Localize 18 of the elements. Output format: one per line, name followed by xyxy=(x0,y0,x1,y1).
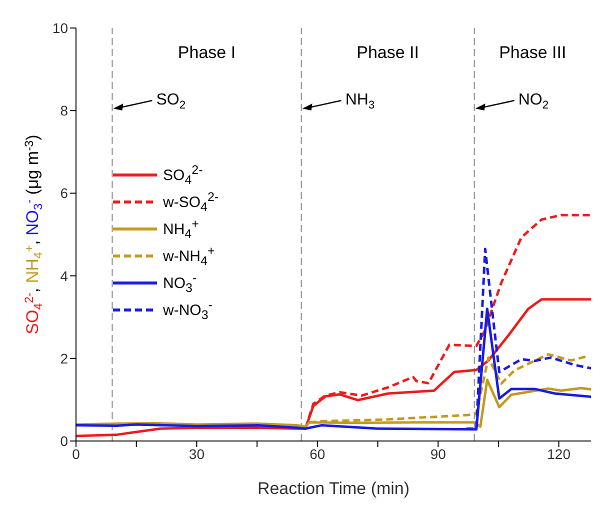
y-tick-label: 8 xyxy=(60,102,68,119)
y-tick-label: 0 xyxy=(60,432,68,449)
annotation: Phase III xyxy=(499,43,566,62)
y-tick-label: 4 xyxy=(60,268,68,284)
x-tick-label: 0 xyxy=(72,446,80,462)
y-tick-label: 6 xyxy=(60,185,68,202)
x-tick-label: 120 xyxy=(547,446,571,462)
x-tick-label: 60 xyxy=(310,446,326,462)
annotation: Phase II xyxy=(356,43,420,62)
ref-line-label: NO$_{2}$ xyxy=(518,92,549,112)
annotation: Phase I xyxy=(178,43,236,62)
ref-line-label: SO$_{2}$ xyxy=(156,92,186,112)
y-tick-label: 10 xyxy=(52,20,68,36)
x-tick-label: 30 xyxy=(188,446,205,462)
x-axis-title: Reaction Time (min) xyxy=(257,479,410,498)
y-tick-label: 2 xyxy=(60,350,68,366)
x-tick-label: 90 xyxy=(430,446,446,462)
ref-line-label: NH$_{3}$ xyxy=(345,92,375,112)
